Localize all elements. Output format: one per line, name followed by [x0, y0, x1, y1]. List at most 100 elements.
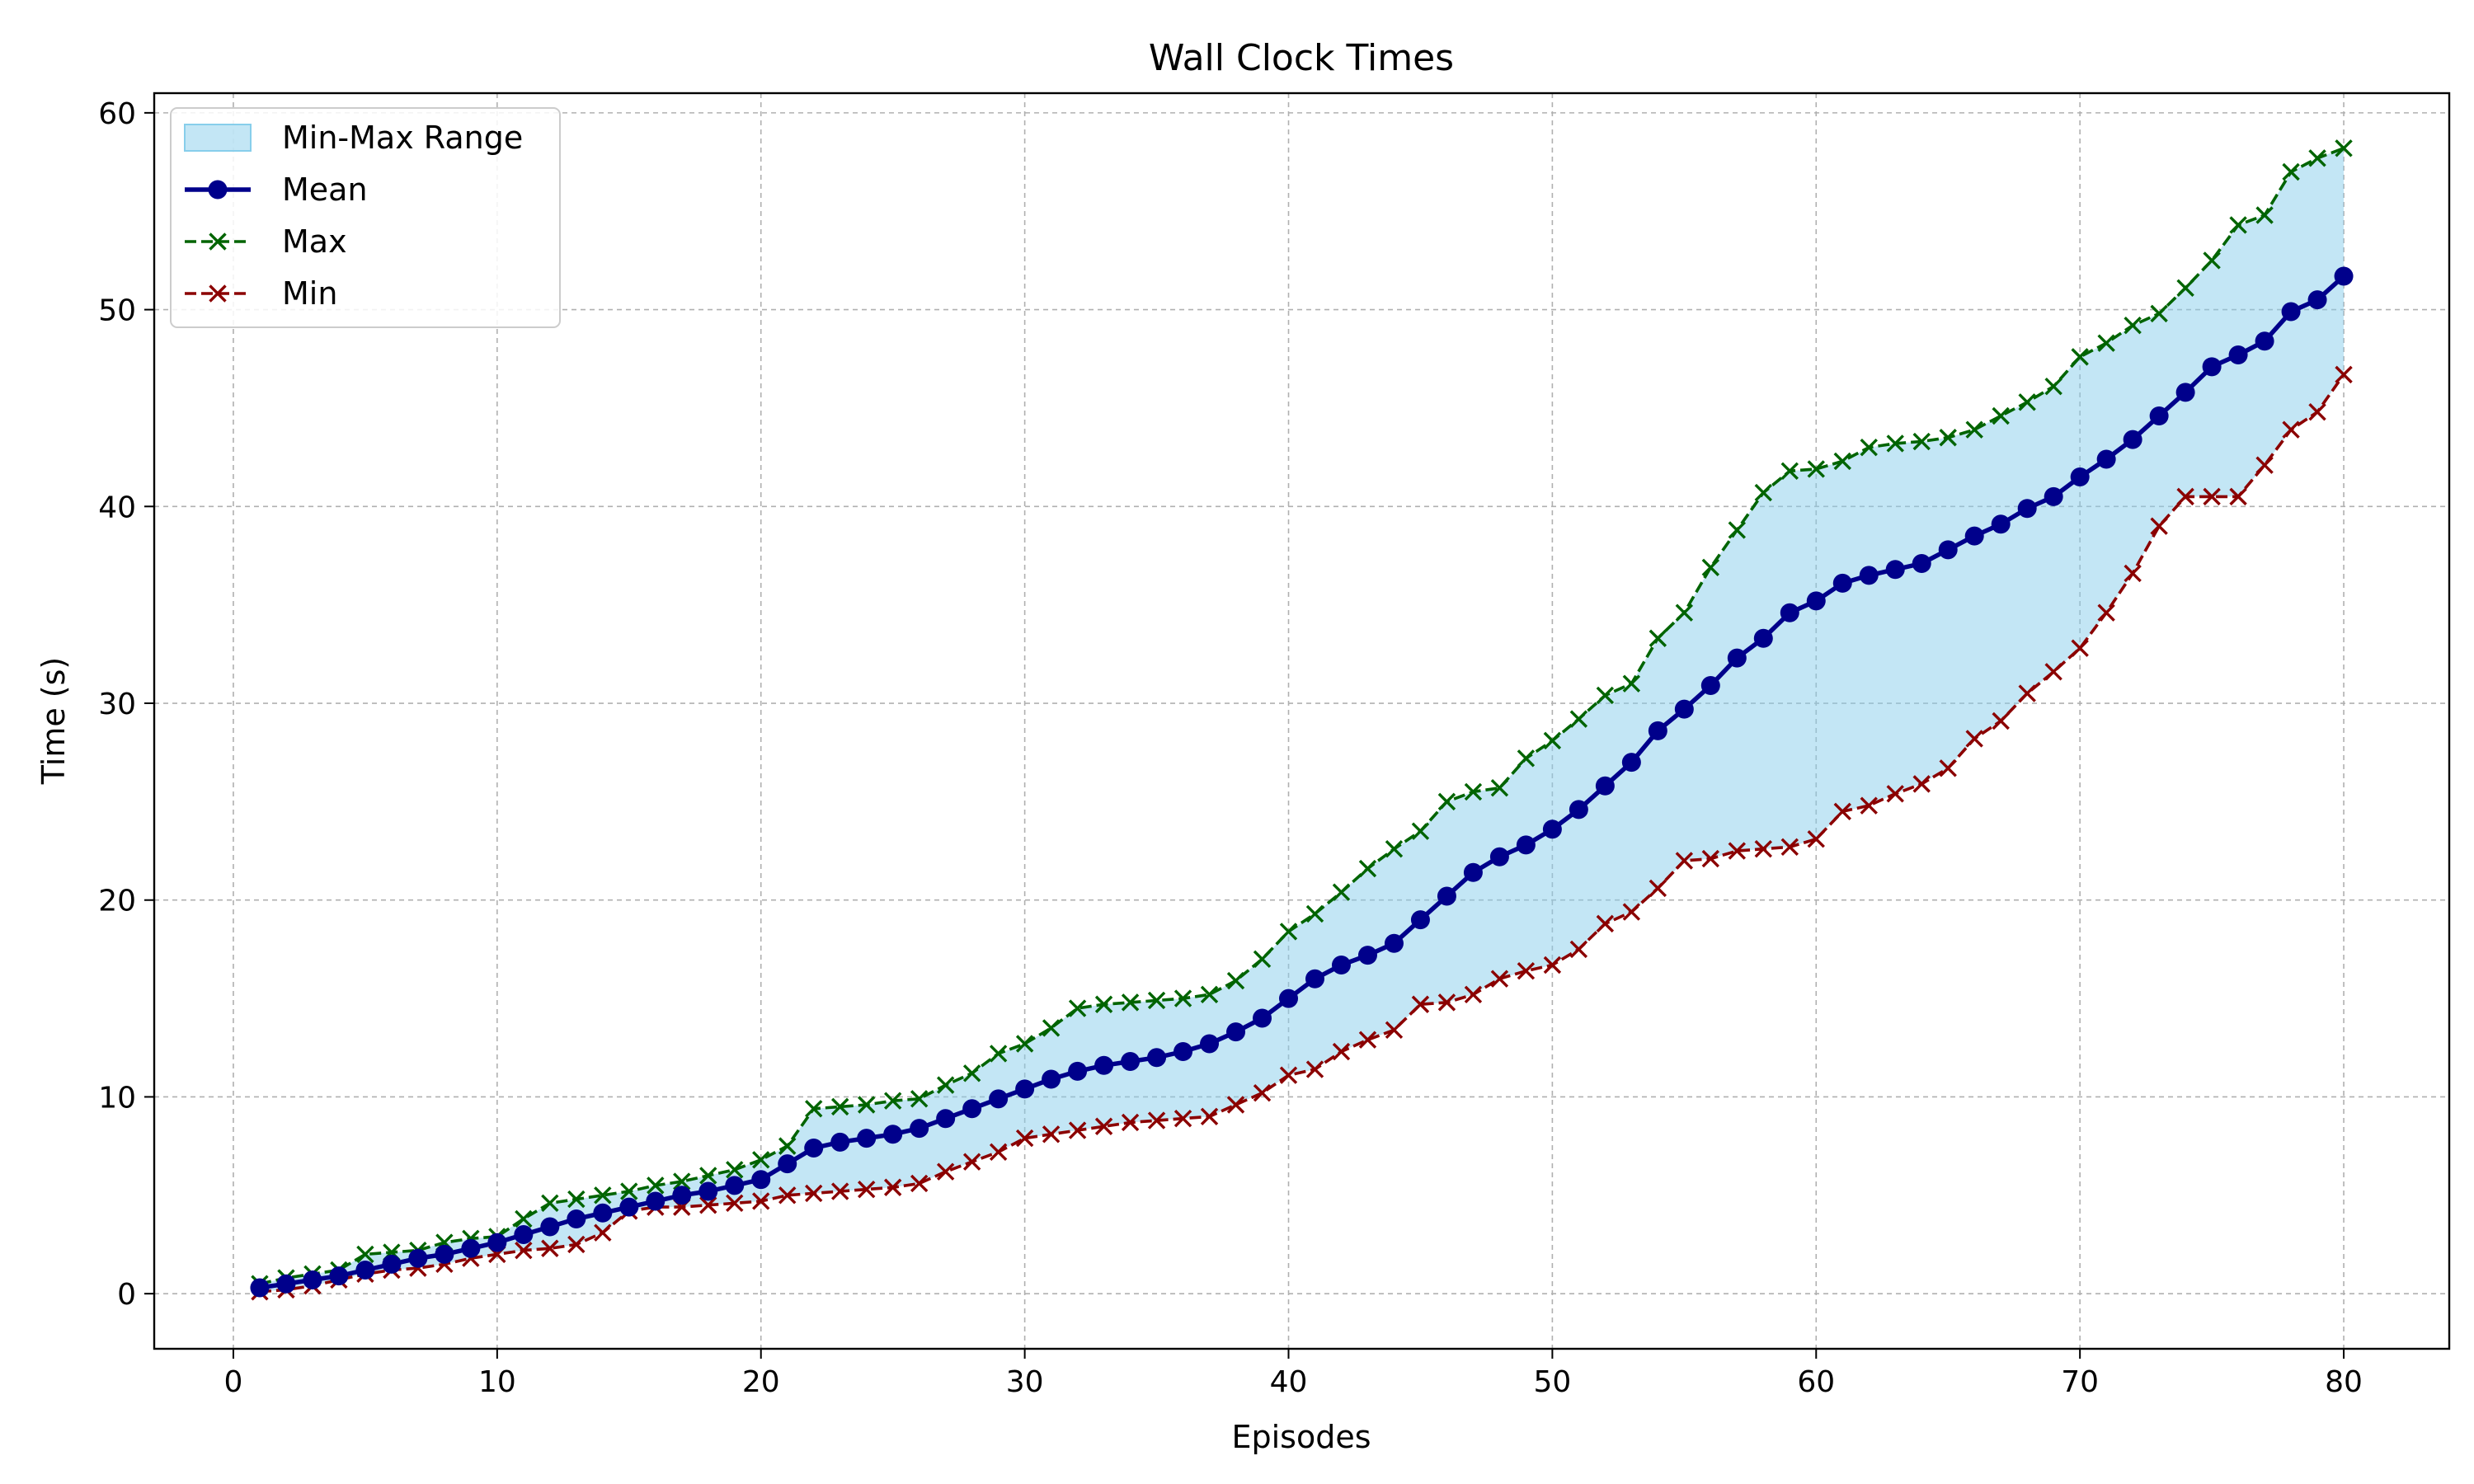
- point-max: [752, 1151, 770, 1169]
- point-min: [778, 1186, 797, 1205]
- point-max: [1332, 883, 1351, 901]
- point-max: [699, 1167, 717, 1185]
- point-max: [1437, 792, 1456, 811]
- point-min: [1015, 1129, 1034, 1148]
- point-mean: [1938, 540, 1958, 560]
- point-mean: [830, 1132, 850, 1152]
- point-max: [1147, 991, 1166, 1010]
- point-mean: [1331, 956, 1351, 975]
- point-min: [1860, 796, 1878, 815]
- legend-swatch-marker: [209, 284, 227, 303]
- point-min: [1780, 838, 1799, 856]
- point-min: [2150, 517, 2168, 535]
- point-mean: [1648, 721, 1667, 740]
- point-min: [2176, 487, 2194, 506]
- point-max: [1094, 995, 1113, 1013]
- y-tick-label: 60: [98, 97, 136, 131]
- point-max: [2282, 162, 2300, 181]
- point-min: [962, 1153, 981, 1171]
- y-tick-label: 40: [98, 491, 136, 524]
- point-mean: [1727, 648, 1747, 668]
- point-max: [647, 1176, 665, 1195]
- point-min: [1992, 711, 2010, 730]
- point-min: [1517, 961, 1536, 980]
- point-max: [2176, 279, 2194, 298]
- point-mean: [1174, 1042, 1193, 1062]
- point-max: [1464, 782, 1483, 801]
- point-min: [2229, 487, 2247, 506]
- point-mean: [2255, 331, 2274, 351]
- point-mean: [2307, 290, 2327, 310]
- grid: [154, 93, 2449, 1349]
- point-min: [1464, 985, 1483, 1004]
- point-min: [805, 1184, 823, 1203]
- point-mean: [408, 1248, 428, 1268]
- point-mean: [1226, 1022, 1246, 1042]
- point-min: [541, 1239, 559, 1257]
- point-mean: [2149, 406, 2169, 425]
- point-max: [1807, 460, 1825, 478]
- legend-box: [170, 107, 561, 328]
- y-tick-label: 0: [117, 1278, 136, 1312]
- point-min: [2071, 639, 2089, 657]
- point-mean: [593, 1203, 613, 1223]
- point-min: [1754, 839, 1773, 858]
- point-mean: [1832, 573, 1852, 593]
- point-mean: [1700, 676, 1720, 696]
- legend-swatch-range: [184, 124, 252, 152]
- point-mean: [1357, 946, 1377, 965]
- point-max: [673, 1172, 691, 1190]
- point-mean: [1279, 989, 1299, 1008]
- point-mean: [857, 1129, 877, 1148]
- point-mean: [1780, 603, 1799, 622]
- point-mean: [355, 1261, 375, 1280]
- point-max: [2124, 316, 2142, 335]
- point-max: [2203, 251, 2221, 270]
- point-mean: [619, 1197, 639, 1217]
- point-max: [620, 1182, 638, 1200]
- point-mean: [646, 1191, 666, 1211]
- point-max: [1675, 603, 1694, 622]
- legend-swatch-marker: [208, 180, 228, 200]
- point-mean: [1516, 835, 1536, 855]
- point-max: [2044, 377, 2062, 396]
- point-max: [1305, 904, 1324, 923]
- x-tick-label: 30: [1006, 1365, 1044, 1399]
- point-min: [1728, 842, 1747, 860]
- point-max: [1728, 521, 1747, 539]
- point-max: [989, 1045, 1008, 1063]
- point-max: [2097, 334, 2115, 352]
- point-min: [2097, 603, 2115, 622]
- point-mean: [2044, 486, 2063, 506]
- point-max: [1649, 629, 1667, 647]
- x-tick-label: 20: [742, 1365, 780, 1399]
- point-mean: [1410, 910, 1430, 930]
- y-axis-label: Time (s): [35, 657, 72, 786]
- x-tick-label: 10: [478, 1365, 516, 1399]
- point-mean: [1015, 1079, 1035, 1099]
- point-min: [1675, 852, 1694, 870]
- point-min: [1121, 1113, 1140, 1132]
- point-min: [1305, 1060, 1324, 1078]
- point-max: [2071, 348, 2089, 366]
- point-mean: [1042, 1069, 1061, 1089]
- point-mean: [1621, 753, 1641, 773]
- point-mean: [1885, 560, 1905, 580]
- point-min: [936, 1162, 955, 1181]
- point-max: [910, 1090, 929, 1108]
- point-mean: [2123, 430, 2142, 449]
- point-mean: [1595, 776, 1615, 796]
- point-max: [541, 1194, 559, 1213]
- point-min: [1437, 993, 1456, 1012]
- point-min: [1649, 879, 1667, 898]
- point-min: [883, 1178, 902, 1196]
- point-max: [1622, 674, 1641, 693]
- point-min: [857, 1180, 876, 1199]
- series-mean: [250, 266, 2354, 1298]
- legend-item: Min-Max Range: [184, 120, 523, 156]
- point-min: [1622, 903, 1641, 921]
- point-max: [805, 1100, 823, 1118]
- legend-item: Min: [185, 275, 337, 312]
- point-max: [726, 1161, 744, 1179]
